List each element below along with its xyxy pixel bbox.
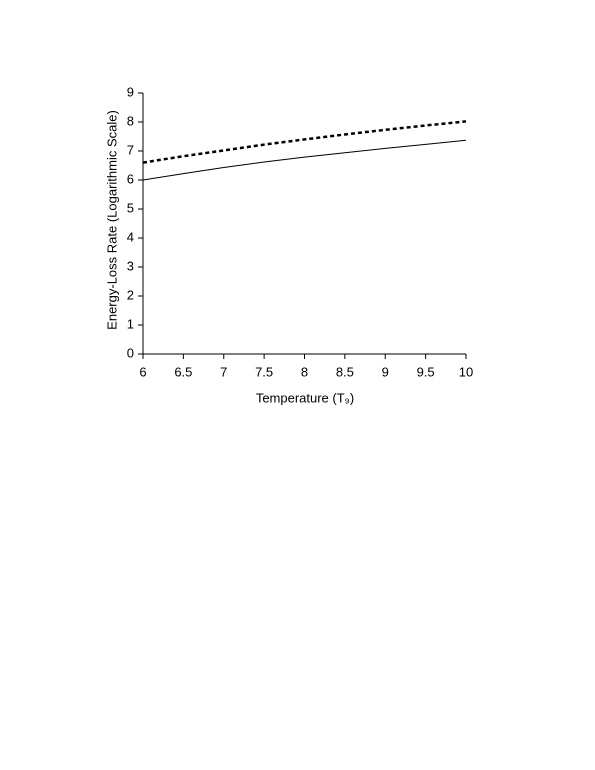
x-tick-label: 6 (139, 364, 146, 379)
y-tick-label: 0 (127, 345, 134, 360)
x-tick-label: 8 (301, 364, 308, 379)
y-tick-label: 9 (127, 84, 134, 99)
x-tick-label: 7 (220, 364, 227, 379)
y-tick-label: 2 (127, 287, 134, 302)
x-tick-label: 8.5 (336, 364, 354, 379)
x-tick-label: 7.5 (255, 364, 273, 379)
y-tick-label: 4 (127, 229, 134, 244)
x-tick-label: 6.5 (174, 364, 192, 379)
x-tick-label: 10 (459, 364, 473, 379)
y-tick-label: 7 (127, 142, 134, 157)
y-tick-label: 1 (127, 316, 134, 331)
y-tick-label: 5 (127, 200, 134, 215)
x-tick-label: 9 (382, 364, 389, 379)
series-line (142, 120, 467, 164)
x-axis-label: Temperature (T₉) (256, 390, 354, 405)
y-tick-label: 8 (127, 113, 134, 128)
series-line (142, 139, 467, 181)
y-tick-label: 6 (127, 171, 134, 186)
y-tick-label: 3 (127, 258, 134, 273)
x-tick-label: 9.5 (417, 364, 435, 379)
y-axis-label: Energy-Loss Rate (Logarithmic Scale) (104, 110, 119, 330)
